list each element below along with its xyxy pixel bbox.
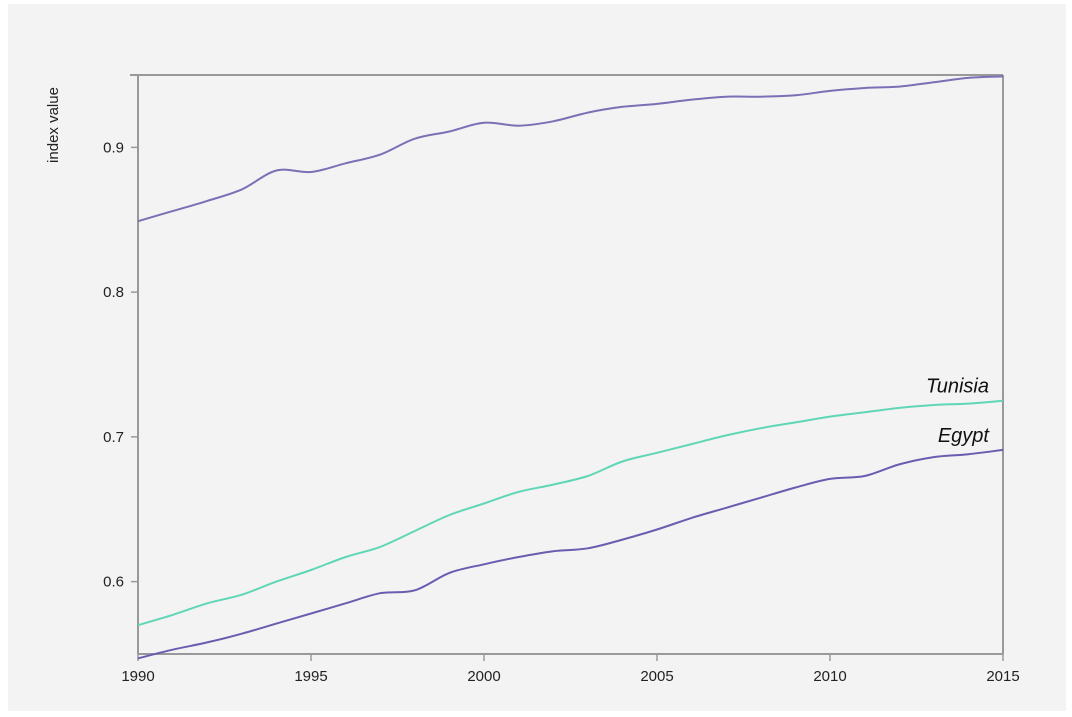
x-tick-label: 2000: [467, 668, 500, 685]
y-tick-label: 0.8: [103, 284, 124, 301]
y-axis-title: index value: [45, 87, 62, 163]
x-tick-label: 2010: [813, 668, 846, 685]
series-label-tunisia: Tunisia: [926, 376, 989, 398]
x-tick-label: 2005: [640, 668, 673, 685]
x-tick-label: 2015: [986, 668, 1019, 685]
line-chart: index value 0.6 0.7 0.8 0.9 1990 1995 2000 2005…: [45, 74, 1020, 685]
series-line-series-1: [137, 75, 1004, 223]
series-label-egypt: Egypt: [938, 425, 991, 447]
y-tick-label: 0.9: [103, 139, 124, 156]
chart-panel: index value 0.6 0.7 0.8 0.9 1990 1995 2000 2005…: [8, 4, 1066, 711]
y-tick-label: 0.7: [103, 429, 124, 446]
series-line-tunisia: [137, 399, 1004, 627]
series-line-egypt: [137, 448, 1004, 660]
series-labels: Tunisia Egypt: [926, 376, 990, 447]
y-tick-label: 0.6: [103, 574, 124, 591]
axes: 0.6 0.7 0.8 0.9 1990 1995 2000 2005 2010 2015: [103, 74, 1020, 685]
x-tick-label: 1995: [294, 668, 327, 685]
x-tick-label: 1990: [121, 668, 154, 685]
series-lines: [137, 75, 1004, 660]
